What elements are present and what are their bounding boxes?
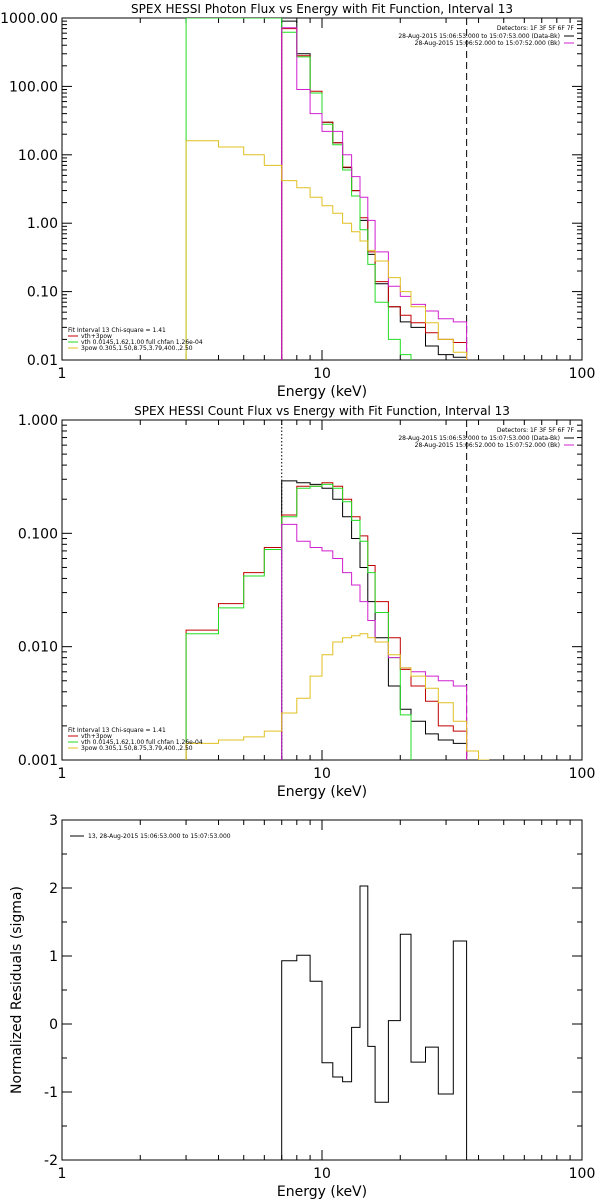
plot-frame [61, 17, 583, 361]
x-axis-label: Energy (keV) [277, 1184, 367, 1200]
x-tick-label: 100 [569, 766, 596, 782]
x-tick-label: 100 [569, 366, 596, 382]
y-tick-label: 1000.00 [0, 11, 58, 27]
plot-frame [61, 419, 583, 761]
chart-title: SPEX HESSI Photon Flux vs Energy with Fi… [131, 2, 513, 16]
panel-3: 1 10 100 -2 -1 0 1 2 3 Energy (keV) Normalized Res… [9, 813, 595, 1200]
legend-detectors: Detectors: 1F 3F 5F 6F 7F [497, 427, 575, 434]
chart-title: SPEX HESSI Count Flux vs Energy with Fit… [134, 404, 510, 418]
legend-detectors: Detectors: 1F 3F 5F 6F 7F [497, 25, 575, 32]
y-tick-label: -1 [44, 1085, 58, 1101]
plot-data [185, 420, 490, 760]
y-tick-label: 2 [49, 881, 58, 897]
legend-entry: vth 0.0145,1.62,1.00 full chfan 1.26e-04 [81, 739, 203, 746]
y-tick-label: 100.00 [9, 79, 58, 95]
series-line-magenta [281, 523, 468, 760]
y-tick-label: 1.000 [18, 413, 58, 429]
y-tick-label: 0.01 [27, 353, 58, 369]
x-tick-label: 1 [58, 366, 67, 382]
legend-entry: 3pow 0.305,1.50,8.75,3.79,400.,2.50 [81, 345, 193, 352]
y-tick-label: 1 [49, 949, 58, 965]
series-line-green [185, 483, 412, 760]
legend-entry: 28-Aug-2015 15:06:53.000 to 15:07:53.000… [398, 33, 560, 40]
y-tick-label: 1.00 [27, 216, 58, 232]
y-tick-label: 3 [49, 813, 58, 829]
series-line-green [185, 18, 412, 360]
y-tick-label: 0.001 [18, 753, 58, 769]
panel-1: 1 10 100 0.01 0.10 1.00 10.00 100.00 1000.00 SPEX… [0, 2, 595, 400]
legend-entry: 28-Aug-2015 15:06:52.000 to 15:07:52.000… [415, 442, 560, 449]
series-line-black [281, 20, 468, 360]
x-tick-label: 1 [58, 1166, 67, 1182]
series-line-yellow [185, 140, 468, 360]
legend-entry: 28-Aug-2015 15:06:53.000 to 15:07:53.000… [398, 435, 560, 442]
series-line-yellow [185, 633, 490, 760]
x-tick-label: 10 [313, 766, 331, 782]
y-tick-label: 0.010 [18, 640, 58, 656]
legend-entry: vth 0.0145,1.62,1.00 full chfan 1.26e-04 [81, 339, 203, 346]
legend-entry: vth+3pow [81, 333, 112, 340]
legend-entry: vth+3pow [81, 733, 112, 740]
series-line-black [281, 480, 468, 760]
legend-fit-header: Fit Interval 13 Chi-square = 1.41 [68, 727, 166, 734]
legend-entry: 13, 28-Aug-2015 15:06:53.000 to 15:07:53… [88, 833, 231, 840]
y-tick-label: -2 [44, 1153, 58, 1169]
y-tick-label: 0.10 [27, 285, 58, 301]
series-line-magenta [281, 27, 468, 360]
y-tick-label: 0 [49, 1017, 58, 1033]
series-line-red [185, 482, 468, 760]
y-axis-label: Normalized Residuals (sigma) [9, 886, 25, 1094]
x-tick-label: 100 [569, 1166, 596, 1182]
series-line-black [281, 885, 468, 1160]
plot-data [185, 18, 468, 360]
y-tick-label: 10.00 [18, 148, 58, 164]
plot-data [281, 885, 468, 1160]
series-line-red [281, 28, 468, 360]
x-tick-label: 10 [313, 1166, 331, 1182]
legend-entry: 3pow 0.305,1.50,8.75,3.79,400.,2.50 [81, 745, 193, 752]
x-axis-label: Energy (keV) [277, 384, 367, 400]
x-axis-label: Energy (keV) [277, 784, 367, 800]
panel-2: 1 10 100 0.001 0.010 0.100 1.000 SPEX HESSI Cou… [18, 404, 595, 800]
legend-fit-header: Fit Interval 13 Chi-square = 1.41 [68, 327, 166, 334]
legend-entry: 28-Aug-2015 15:06:52.000 to 15:07:52.000… [415, 40, 560, 47]
x-tick-label: 10 [313, 366, 331, 382]
x-tick-label: 1 [58, 766, 67, 782]
y-tick-label: 0.100 [18, 526, 58, 542]
